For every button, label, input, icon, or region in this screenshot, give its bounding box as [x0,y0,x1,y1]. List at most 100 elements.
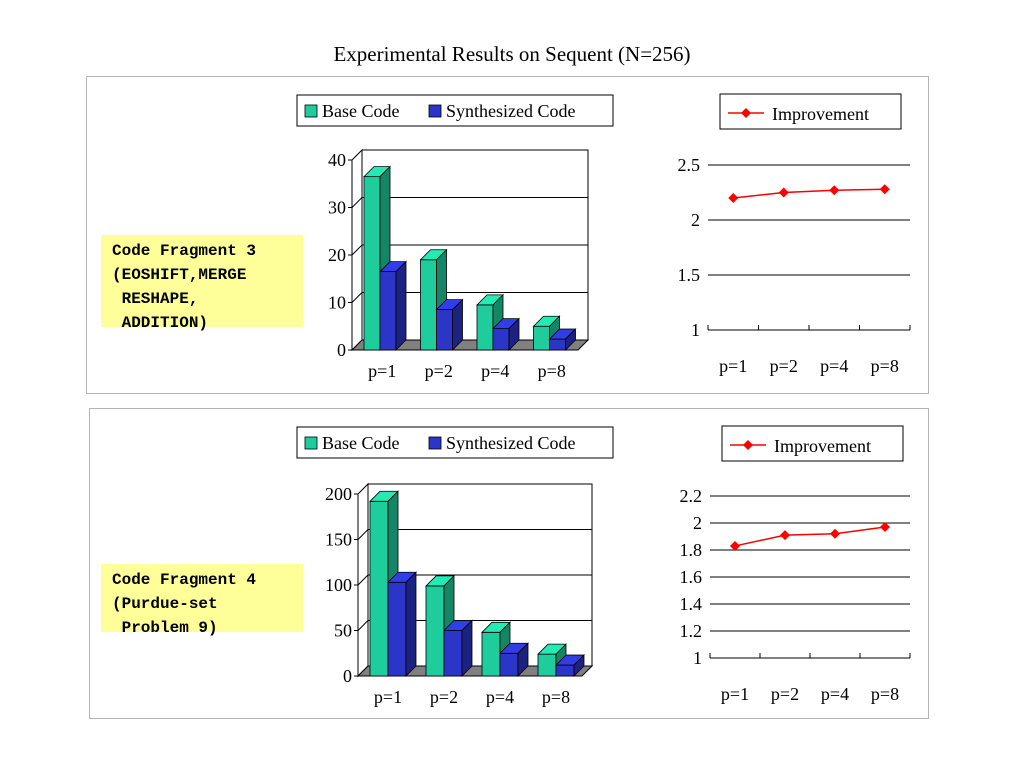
y-tick-label: 1.4 [680,594,703,614]
bar-front [363,176,381,351]
bar-chart-fragment-4: Base Code Synthesized Code 0 50 100 150 200 p=1… [296,426,614,707]
bar-front [555,664,575,677]
bar-synthesized-code [379,260,407,351]
code-fragment-3-label: Code Fragment 3 (EOSHIFT,MERGE RESHAPE, … [101,235,303,332]
x-tick-label: p=4 [486,687,514,707]
improvement-line [733,188,885,199]
gridline-side [357,529,369,540]
bar-front [492,328,510,351]
improvement-marker [728,193,739,203]
x-tick-label: p=2 [425,361,453,381]
bar-synthesized-code [443,619,473,677]
x-tick-label: p=4 [820,356,848,376]
x-tick-label: p=1 [721,684,749,704]
x-tick-label: p=4 [821,684,849,704]
legend-swatch [304,436,318,450]
y-tick-label: 1.2 [680,621,703,641]
legend: Base Code Synthesized Code [296,426,614,459]
bar-synthesized-code [492,317,520,351]
gridline-side [357,574,369,586]
bar-synthesized-code [435,298,464,351]
legend-label: Base Code [322,101,399,121]
legend-marker [743,440,753,450]
x-tick-label: p=4 [481,361,509,381]
x-tick-label: p=2 [771,684,799,704]
bar-side [461,619,473,677]
bar-side [452,298,463,351]
line-chart-fragment-3: Improvement 1 1.5 2 2.5 p=1 p=2 p=4 p=8 [678,93,911,376]
bar-synthesized-code [387,571,417,677]
bar-synthesized-code [548,328,577,351]
bar-front [425,585,445,677]
x-tick-label: p=1 [368,361,396,381]
x-tick-label: p=8 [542,687,570,707]
bar-side [517,642,529,677]
bar-front [533,325,550,351]
legend-marker [741,108,751,118]
line-chart-fragment-4: Improvement 1 1.2 1.4 1.6 1.8 2 2.2 p=1 p=2 p=4 p=8 [680,425,911,704]
y-tick-label: 1 [691,320,700,340]
bar-side [405,571,417,677]
x-tick-label: p=2 [430,687,458,707]
y-tick-label: 1 [693,648,702,668]
legend-label: Synthesized Code [446,433,575,453]
bar-front [443,630,463,677]
bar-side [565,328,576,351]
improvement-marker [880,522,890,533]
y-tick-label: 1.8 [680,540,703,560]
bar-front [499,652,519,677]
y-tick-label: 1.5 [678,265,701,285]
y-tick-label: 40 [328,150,346,170]
gridline-side [351,244,363,256]
legend-swatch [428,436,442,450]
bar-side [508,317,520,351]
bar-front [537,653,557,677]
x-tick-label: p=1 [374,687,402,707]
y-tick-label: 30 [328,198,346,218]
bar-chart-fragment-3: Base Code Synthesized Code 0 10 20 30 40 p=1 p=2… [296,94,614,381]
x-tick-label: p=8 [871,684,899,704]
legend: Base Code Synthesized Code [296,94,614,127]
y-tick-label: 2.5 [678,155,701,175]
y-tick-label: 50 [334,621,352,641]
legend-box [719,93,902,130]
bar-front [476,304,494,351]
bar-synthesized-code [555,654,585,677]
y-tick-label: 2 [693,513,702,533]
legend-swatch [428,104,442,118]
y-tick-label: 200 [325,484,352,504]
bar-synthesized-code [499,642,529,677]
bar-side [573,654,585,677]
gridline-side [351,197,363,208]
x-tick-label: p=1 [719,356,747,376]
improvement-marker [879,184,890,195]
y-tick-label: 2.2 [680,486,703,506]
legend: Improvement [719,93,902,130]
legend-label: Synthesized Code [446,101,575,121]
improvement-marker [780,530,790,541]
improvement-marker [830,528,840,539]
gridline-side [351,292,363,303]
improvement-marker [730,540,740,551]
bar-front [436,309,453,351]
bar-front [387,581,407,677]
legend-box [721,425,904,462]
slide-title: Experimental Results on Sequent (N=256) [333,42,691,66]
x-tick-label: p=8 [871,356,899,376]
x-tick-label: p=2 [770,356,798,376]
bar-side [395,260,407,351]
legend-box [296,426,614,459]
y-tick-label: 0 [343,666,352,686]
bar-front [481,631,501,677]
legend-label: Improvement [772,104,869,124]
code-fragment-4-label: Code Fragment 4 (Purdue-set Problem 9) [101,564,303,637]
y-tick-label: 100 [325,575,352,595]
gridline-side [357,620,369,631]
legend: Improvement [721,425,904,462]
y-tick-label: 0 [337,340,346,360]
bar-front [379,271,397,351]
improvement-marker [829,185,840,196]
legend-swatch [304,104,318,118]
legend-box [296,94,614,127]
legend-label: Improvement [774,436,871,456]
